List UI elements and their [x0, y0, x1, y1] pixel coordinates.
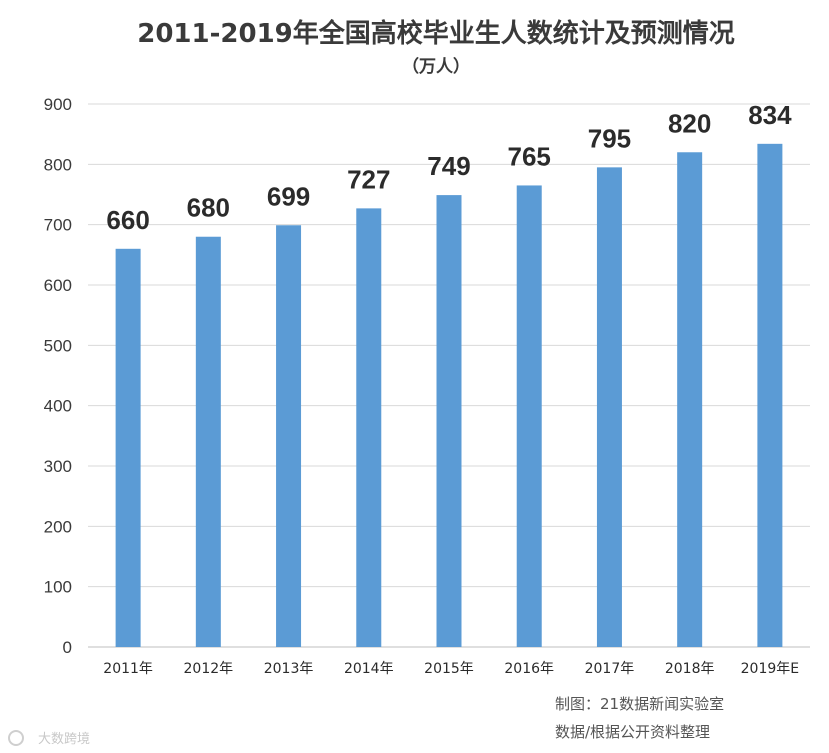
bar: [115, 248, 141, 648]
y-tick-label: 200: [44, 517, 72, 536]
chart-subtitle: （万人）: [402, 56, 470, 77]
y-tick-label: 300: [44, 457, 72, 476]
x-tick-label: 2016年: [504, 661, 554, 677]
x-tick-label: 2015年: [424, 661, 474, 677]
y-tick-label: 800: [44, 155, 72, 174]
bar: [757, 143, 783, 647]
x-tick-label: 2011年: [103, 661, 153, 677]
bar: [516, 185, 542, 647]
data-label: 820: [668, 108, 711, 138]
watermark-text: 大数跨境: [38, 732, 90, 747]
y-tick-label: 500: [44, 336, 72, 355]
bar: [436, 195, 462, 647]
y-tick-label: 0: [63, 638, 72, 657]
x-tick-label: 2014年: [344, 661, 394, 677]
x-tick-label: 2019年E: [741, 661, 799, 677]
x-tick-label: 2012年: [184, 661, 234, 677]
data-label: 765: [508, 141, 551, 171]
bar: [596, 167, 622, 647]
bars: [115, 143, 783, 648]
y-tick-label: 600: [44, 276, 72, 295]
bar: [195, 236, 221, 647]
credit-line-1: 制图：21数据新闻实验室: [555, 695, 724, 713]
data-label: 727: [347, 164, 390, 194]
watermark: 大数跨境: [8, 730, 90, 747]
bar: [677, 152, 703, 647]
data-label: 795: [588, 123, 631, 153]
x-axis-ticks: 2011年 2012年 2013年 2014年 2015年 2016年 2017年 2018年…: [103, 661, 799, 677]
y-tick-label: 900: [44, 95, 72, 114]
y-tick-label: 100: [44, 578, 72, 597]
x-tick-label: 2013年: [264, 661, 314, 677]
data-label: 749: [427, 151, 470, 181]
watermark-logo-icon: [8, 730, 24, 746]
data-label: 834: [748, 100, 792, 130]
chart-title: 2011-2019年全国高校毕业生人数统计及预测情况: [137, 18, 735, 49]
bar: [356, 208, 382, 648]
data-label: 680: [187, 193, 230, 223]
bar: [276, 225, 302, 647]
y-tick-label: 700: [44, 216, 72, 235]
x-tick-label: 2018年: [665, 661, 715, 677]
y-axis-ticks: 0 100 200 300 400 500 600 700 800 900: [44, 95, 72, 657]
data-labels: 660 680 699 727 749 765 795 820 834: [106, 100, 792, 235]
data-label: 699: [267, 181, 310, 211]
data-label: 660: [106, 205, 149, 235]
credit-line-2: 数据/根据公开资料整理: [555, 723, 710, 741]
y-tick-label: 400: [44, 397, 72, 416]
x-tick-label: 2017年: [585, 661, 635, 677]
